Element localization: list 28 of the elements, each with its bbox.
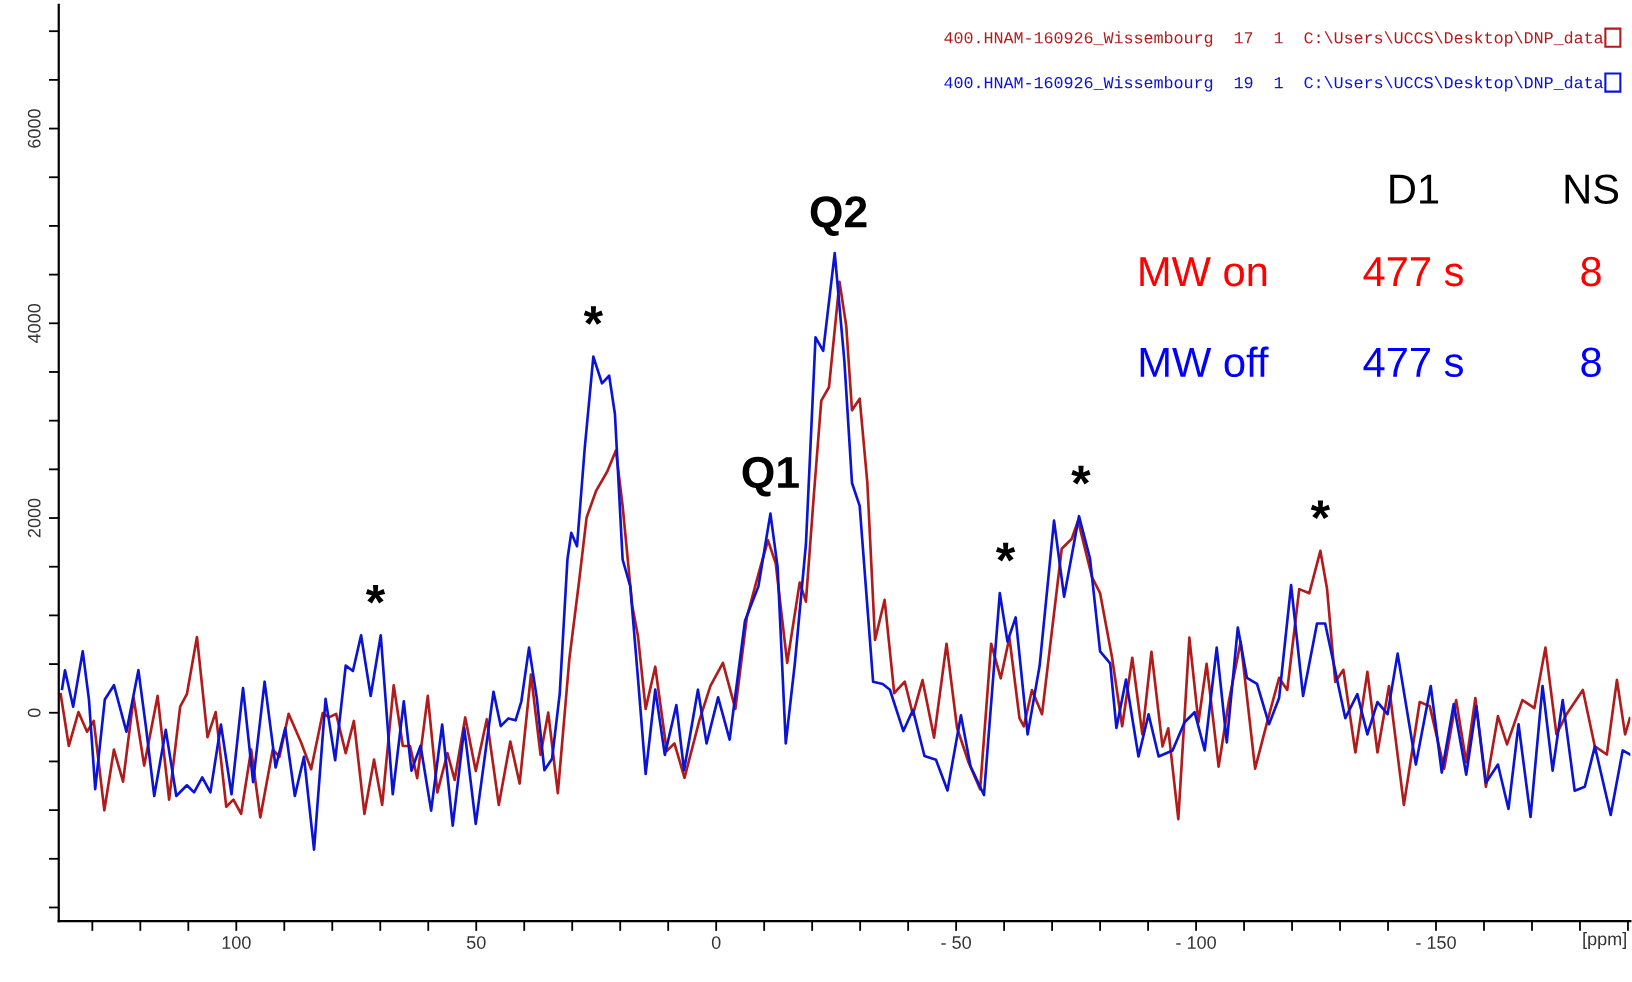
y-tick-label: 6000 — [27, 109, 41, 148]
annotation: 8 — [1581, 347, 1601, 378]
x-tick-label: 50 — [466, 936, 486, 949]
annotation: 8 — [1581, 256, 1601, 287]
annotation: * — [1071, 465, 1091, 485]
y-tick-label: 2000 — [27, 498, 41, 538]
annotation: MW off — [1140, 346, 1269, 378]
x-tick-label: 0 — [711, 936, 721, 949]
annotation: 477 s — [1363, 348, 1463, 378]
annotation: NS — [1565, 174, 1619, 204]
legend-label: 400.HNAM-160926_Wissembourg 19 1 C:\Users\UCCS\Desktop\DNP_data — [944, 76, 1604, 92]
legend-label: 400.HNAM-160926_Wissembourg 17 1 C:\Users\UCCS\Desktop\DNP_data — [944, 31, 1604, 47]
annotation: Q1 — [742, 456, 799, 497]
y-tick-label: 4000 — [27, 303, 41, 343]
annotation: * — [1310, 500, 1331, 520]
y-tick-label: 0 — [27, 708, 41, 718]
x-tick-label: - 150 — [1416, 936, 1456, 949]
x-tick-label: - 100 — [1176, 936, 1216, 949]
x-tick-label: 100 — [222, 936, 251, 949]
x-tick-label: - 50 — [941, 936, 971, 949]
annotation: * — [365, 584, 386, 604]
annotation: * — [995, 542, 1016, 562]
annotation: Q2 — [810, 196, 867, 236]
x-axis-title: [ppm] — [1583, 932, 1626, 949]
annotation: * — [583, 306, 604, 325]
annotation: 477 s — [1363, 257, 1463, 287]
annotation: D1 — [1390, 174, 1439, 204]
annotation: MW on — [1140, 257, 1267, 287]
